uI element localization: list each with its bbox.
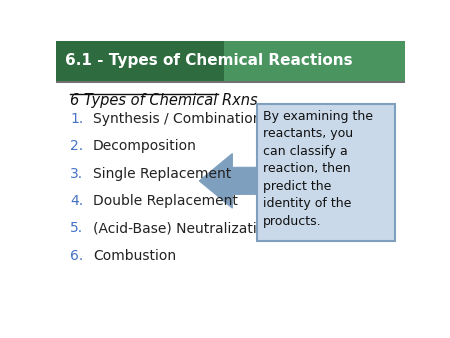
Text: Double Replacement: Double Replacement <box>93 194 238 208</box>
Text: 2.: 2. <box>70 140 83 153</box>
Text: Decomposition: Decomposition <box>93 140 197 153</box>
Text: By examining the
reactants, you
can classify a
reaction, then
predict the
identi: By examining the reactants, you can clas… <box>263 110 373 227</box>
Bar <box>224 41 405 81</box>
Text: 4.: 4. <box>70 194 83 208</box>
Text: 5.: 5. <box>70 221 83 236</box>
Text: 6.1 - Types of Chemical Reactions: 6.1 - Types of Chemical Reactions <box>65 53 353 68</box>
Text: Combustion: Combustion <box>93 249 176 263</box>
Text: 6 Types of Chemical Rxns.: 6 Types of Chemical Rxns. <box>70 93 262 107</box>
Text: Synthesis / Combination: Synthesis / Combination <box>93 112 261 126</box>
Text: 1.: 1. <box>70 112 83 126</box>
Text: 3.: 3. <box>70 167 83 181</box>
Polygon shape <box>199 153 258 208</box>
FancyBboxPatch shape <box>257 104 395 241</box>
Text: (Acid-Base) Neutralization: (Acid-Base) Neutralization <box>93 221 274 236</box>
Text: Single Replacement: Single Replacement <box>93 167 231 181</box>
Bar <box>56 41 224 81</box>
Text: 6.: 6. <box>70 249 83 263</box>
